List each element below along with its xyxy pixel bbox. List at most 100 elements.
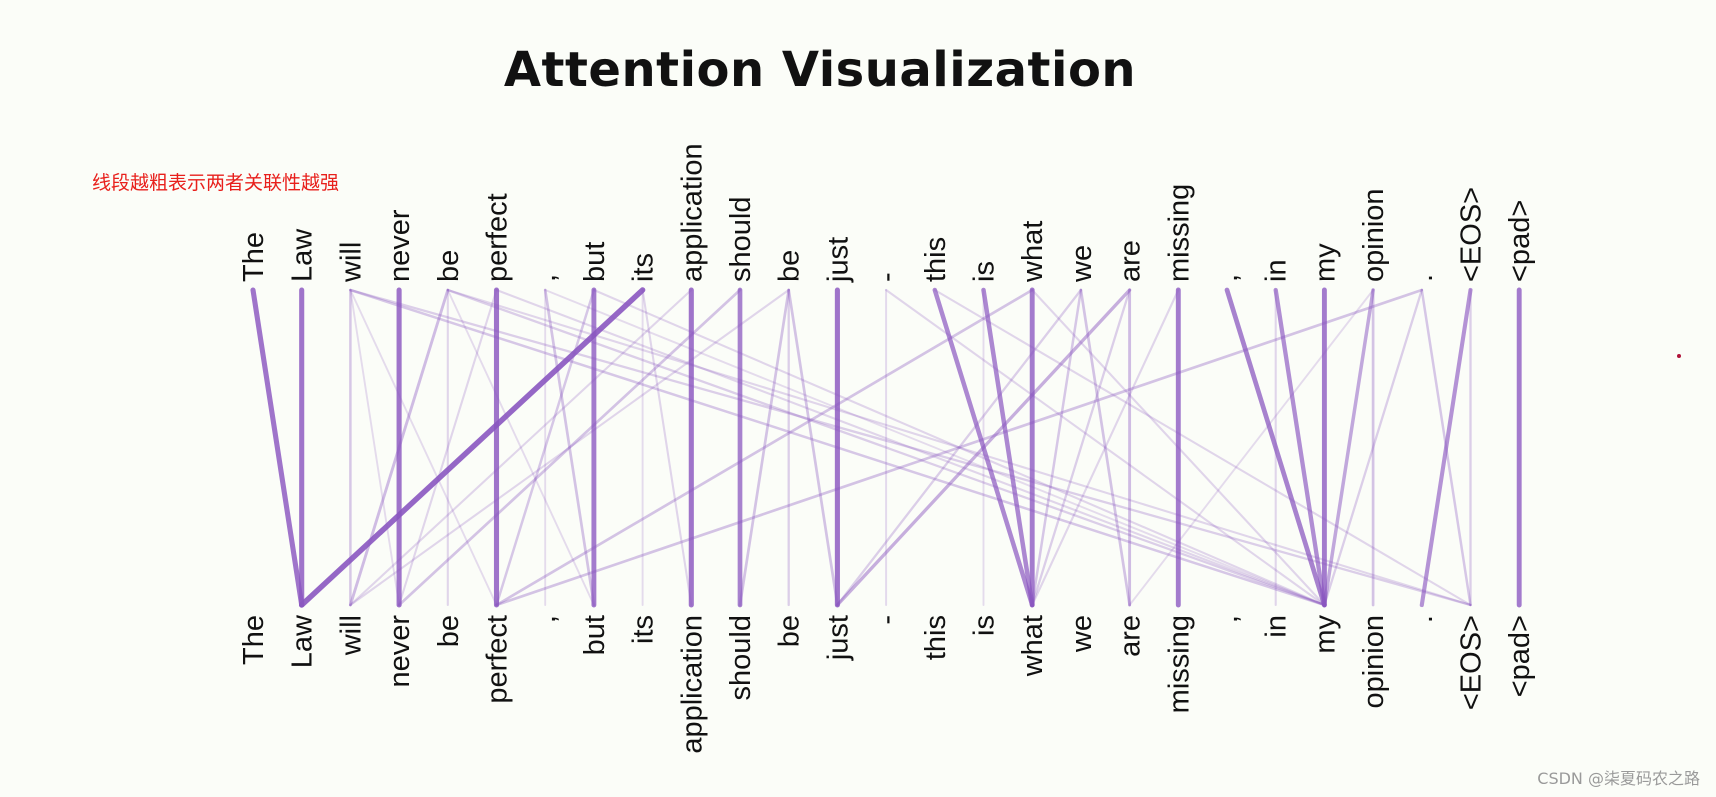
attention-line bbox=[641, 288, 693, 607]
attention-line bbox=[495, 288, 1424, 607]
bottom-token-label: in bbox=[1261, 615, 1293, 638]
top-token-label: , bbox=[530, 274, 562, 282]
bottom-token-labels: The Law will never be perfect, but its applicati… bbox=[238, 614, 1536, 754]
attention-line bbox=[1419, 287, 1473, 608]
top-token-label: what bbox=[1017, 221, 1049, 283]
bottom-token-label: missing bbox=[1163, 615, 1195, 713]
attention-line bbox=[738, 288, 791, 607]
top-token-label: <pad> bbox=[1504, 200, 1536, 282]
top-token-label: this bbox=[920, 237, 952, 282]
bottom-token-label: . bbox=[1407, 615, 1439, 623]
attention-line bbox=[1323, 288, 1423, 607]
top-token-label: its bbox=[628, 253, 660, 282]
attention-line bbox=[1079, 288, 1131, 607]
attention-line bbox=[981, 287, 1035, 608]
top-token-label: we bbox=[1066, 245, 1098, 283]
attention-line bbox=[397, 288, 742, 607]
top-token-label: but bbox=[579, 242, 611, 282]
attention-line bbox=[1031, 288, 1180, 607]
bottom-token-label: will bbox=[335, 615, 367, 656]
bottom-token-label: but bbox=[579, 615, 611, 655]
attention-line bbox=[885, 288, 1326, 607]
bottom-token-label: application bbox=[676, 615, 708, 754]
attention-line bbox=[835, 288, 1132, 607]
top-token-label: will bbox=[335, 242, 367, 283]
bottom-token-label: opinion bbox=[1358, 615, 1390, 709]
top-token-label: perfect bbox=[482, 193, 514, 282]
bottom-token-label: we bbox=[1066, 615, 1098, 653]
top-token-label: Law bbox=[287, 228, 319, 282]
attention-line bbox=[495, 288, 596, 607]
attention-line bbox=[349, 289, 498, 606]
attention-line bbox=[298, 287, 646, 608]
attention-line bbox=[348, 288, 450, 607]
top-token-labels: The Law will never be perfect, but its applicati… bbox=[238, 143, 1536, 283]
bottom-token-label: The bbox=[238, 615, 270, 665]
top-token-label: are bbox=[1115, 240, 1147, 282]
attention-line bbox=[1031, 288, 1131, 607]
attention-line bbox=[349, 288, 1472, 607]
annotation-note: 线段越粗表示两者关联性越强 bbox=[92, 172, 340, 194]
bottom-token-label: - bbox=[871, 615, 903, 625]
attention-line bbox=[349, 288, 693, 607]
attention-line bbox=[349, 288, 790, 607]
top-token-label: missing bbox=[1163, 184, 1195, 282]
attention-line bbox=[446, 289, 595, 606]
bottom-token-label: just bbox=[822, 615, 854, 661]
top-token-label: never bbox=[384, 209, 416, 282]
bottom-token-label: <pad> bbox=[1504, 615, 1536, 697]
top-token-label: be bbox=[433, 250, 465, 282]
bottom-token-label: its bbox=[628, 615, 660, 644]
attention-line bbox=[495, 288, 1034, 607]
bottom-token-label: be bbox=[433, 615, 465, 647]
top-token-label: The bbox=[238, 232, 270, 282]
top-token-label: be bbox=[774, 250, 806, 282]
top-token-label: my bbox=[1309, 243, 1341, 282]
bottom-token-label: should bbox=[725, 615, 757, 700]
attention-line bbox=[1322, 288, 1375, 607]
attention-line bbox=[787, 288, 839, 607]
top-token-label: in bbox=[1261, 259, 1293, 282]
bottom-token-label: are bbox=[1115, 615, 1147, 657]
attention-line bbox=[446, 288, 1472, 607]
attention-line bbox=[1128, 289, 1375, 606]
attention-line bbox=[544, 289, 1326, 606]
attention-line bbox=[592, 288, 1326, 607]
bottom-token-label: Law bbox=[287, 614, 319, 668]
stray-dot bbox=[1677, 354, 1681, 358]
watermark: CSDN @柒夏码农之路 bbox=[1537, 769, 1700, 788]
attention-line bbox=[1030, 288, 1083, 607]
top-token-label: <EOS> bbox=[1456, 187, 1488, 282]
attention-line bbox=[1224, 287, 1327, 608]
bottom-token-label: be bbox=[774, 615, 806, 647]
attention-line bbox=[933, 288, 1472, 607]
bottom-token-label: is bbox=[969, 615, 1001, 636]
bottom-token-label: never bbox=[384, 615, 416, 688]
attention-line bbox=[836, 288, 1083, 607]
bottom-token-label: <EOS> bbox=[1456, 615, 1488, 710]
top-token-label: . bbox=[1407, 274, 1439, 282]
attention-line bbox=[250, 287, 305, 608]
top-token-label: - bbox=[871, 272, 903, 282]
top-token-label: is bbox=[969, 261, 1001, 282]
bottom-token-label: , bbox=[530, 615, 562, 623]
page-title: Attention Visualization bbox=[503, 42, 1137, 98]
bottom-token-label: perfect bbox=[482, 615, 514, 704]
attention-line bbox=[932, 287, 1035, 608]
bottom-token-label: , bbox=[1212, 615, 1244, 623]
bottom-token-label: what bbox=[1017, 615, 1049, 677]
top-token-label: opinion bbox=[1358, 188, 1390, 282]
bottom-token-label: my bbox=[1309, 615, 1341, 654]
top-token-label: just bbox=[822, 237, 854, 283]
attention-line bbox=[1273, 287, 1327, 608]
attention-line bbox=[543, 288, 596, 607]
top-token-label: should bbox=[725, 197, 757, 282]
bottom-token-label: this bbox=[920, 615, 952, 660]
attention-lines bbox=[250, 287, 1522, 608]
attention-line bbox=[495, 288, 1326, 607]
attention-line bbox=[398, 288, 498, 607]
top-token-label: application bbox=[676, 143, 708, 282]
attention-line bbox=[349, 289, 401, 606]
top-token-label: , bbox=[1212, 274, 1244, 282]
